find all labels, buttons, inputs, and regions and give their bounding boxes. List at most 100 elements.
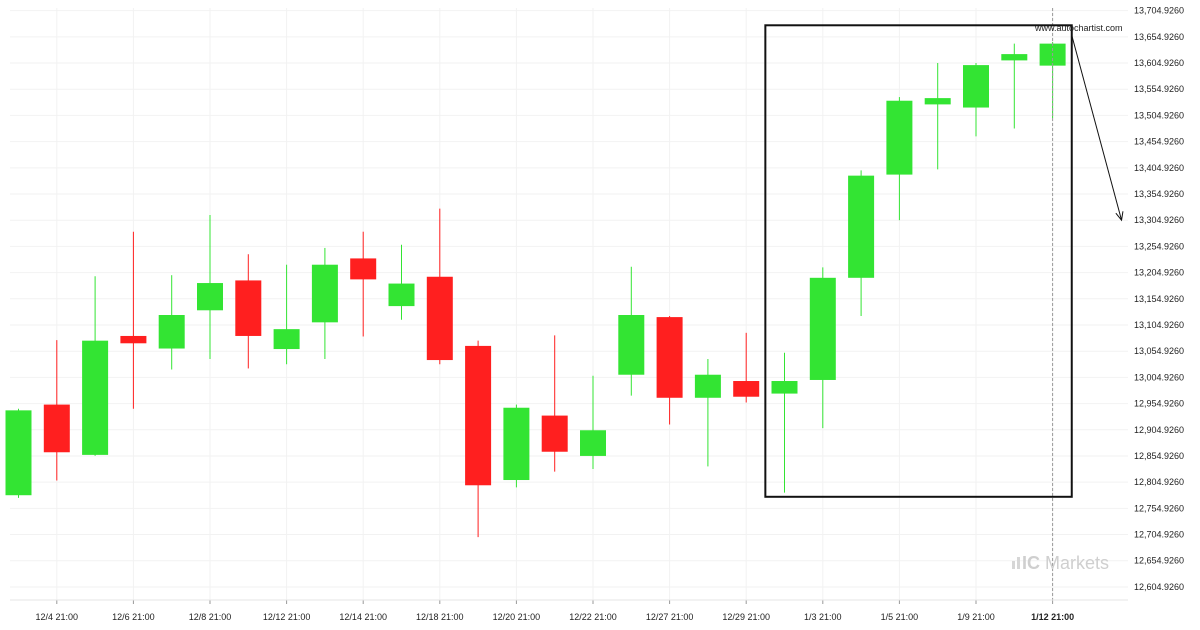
candles-layer [5, 42, 1066, 538]
candle-body [465, 345, 492, 486]
candle [273, 264, 300, 365]
candle-body [43, 404, 70, 453]
y-tick-label: 12,704.9260 [1134, 530, 1184, 540]
y-tick-label: 13,604.9260 [1134, 58, 1184, 68]
y-tick-label: 12,854.9260 [1134, 451, 1184, 461]
candle [388, 244, 415, 320]
x-tick-label: 12/8 21:00 [189, 612, 232, 622]
candle [158, 275, 185, 370]
candle-body [656, 317, 683, 398]
watermark-text: www.autochartist.com [1034, 23, 1123, 33]
candle [5, 408, 32, 498]
candle [120, 231, 147, 409]
x-tick-label: 12/27 21:00 [646, 612, 694, 622]
y-tick-label: 13,054.9260 [1134, 346, 1184, 356]
x-tick-label: 1/3 21:00 [804, 612, 842, 622]
candle [618, 266, 645, 396]
candle [886, 97, 913, 221]
x-tick-label: 12/6 21:00 [112, 612, 155, 622]
candle [503, 404, 530, 488]
x-tick-label: 12/12 21:00 [263, 612, 311, 622]
y-tick-label: 12,754.9260 [1134, 503, 1184, 513]
y-tick-label: 12,954.9260 [1134, 399, 1184, 409]
forecast-arrow-head [1115, 211, 1124, 222]
candle-body [848, 175, 875, 278]
candle [924, 63, 951, 170]
brand-bar-2 [1017, 557, 1020, 569]
candle-body [158, 315, 185, 349]
candle-body [963, 65, 989, 108]
x-tick-label: 12/22 21:00 [569, 612, 617, 622]
forecast-arrow-line [1071, 35, 1123, 221]
candle [541, 335, 568, 472]
y-tick-label: 13,454.9260 [1134, 137, 1184, 147]
candle [350, 231, 377, 337]
candle-body [388, 283, 415, 307]
y-tick-label: 13,354.9260 [1134, 189, 1184, 199]
y-tick-label: 13,104.9260 [1134, 320, 1184, 330]
brand-bar-1 [1012, 561, 1015, 569]
y-tick-label: 12,804.9260 [1134, 477, 1184, 487]
candle [809, 267, 836, 429]
candle-body [694, 374, 721, 398]
x-tick-label: 12/18 21:00 [416, 612, 464, 622]
x-tick-label: 12/20 21:00 [493, 612, 541, 622]
y-tick-label: 12,904.9260 [1134, 425, 1184, 435]
candle-body [311, 264, 338, 323]
x-axis: 12/4 21:00 12/6 21:00 12/8 21:00 12/12 21:0… [10, 599, 1128, 622]
y-tick-label: 13,504.9260 [1134, 110, 1184, 120]
y-tick-label: 13,304.9260 [1134, 215, 1184, 225]
candle [963, 63, 989, 137]
y-tick-label: 13,554.9260 [1134, 84, 1184, 94]
overlay-layer [764, 8, 1124, 600]
candle [197, 214, 223, 360]
candle-body [235, 280, 262, 336]
candle [426, 208, 453, 365]
candle [311, 247, 338, 360]
candle-body [197, 283, 223, 311]
pattern-box [764, 24, 1073, 498]
y-tick-label: 13,654.9260 [1134, 32, 1184, 42]
y-tick-label: 12,604.9260 [1134, 582, 1184, 592]
candle-body [580, 430, 606, 456]
candle-body [771, 381, 798, 394]
candle [82, 276, 109, 456]
candle [580, 375, 606, 470]
y-tick-label: 13,704.9260 [1134, 6, 1184, 16]
candle-body [5, 410, 32, 496]
brand-markets-text: Markets [1045, 553, 1109, 573]
candle-body [809, 277, 836, 380]
x-tick-label: 12/4 21:00 [36, 612, 79, 622]
candle [465, 340, 492, 538]
candle-body [733, 381, 760, 397]
candle-body [1001, 54, 1028, 61]
candle-body [886, 100, 913, 175]
candle [1001, 43, 1028, 129]
candle [656, 316, 683, 425]
candle-body [541, 415, 568, 452]
candle [235, 254, 262, 369]
candle-body [273, 329, 300, 350]
x-tick-label: 12/29 21:00 [722, 612, 770, 622]
candle-body [120, 335, 147, 344]
x-tick-label: 1/5 21:00 [881, 612, 919, 622]
candle-body [426, 276, 453, 361]
y-tick-label: 12,654.9260 [1134, 556, 1184, 566]
candle [694, 359, 721, 467]
y-axis: 13,704.9260 13,654.9260 13,604.9260 13,554.… [1134, 6, 1184, 592]
y-tick-label: 13,404.9260 [1134, 163, 1184, 173]
candle [43, 340, 70, 481]
y-tick-label: 13,254.9260 [1134, 241, 1184, 251]
candle-body [503, 407, 530, 481]
y-tick-label: 13,204.9260 [1134, 268, 1184, 278]
brand-logo: IC Markets [1012, 553, 1109, 573]
grid-lines [10, 8, 1128, 600]
brand-ic-text: IC [1022, 553, 1040, 573]
candle-body [82, 340, 109, 455]
candle [848, 170, 875, 317]
x-tick-label: 1/9 21:00 [957, 612, 995, 622]
candle [733, 332, 760, 403]
candle-body [350, 258, 377, 280]
